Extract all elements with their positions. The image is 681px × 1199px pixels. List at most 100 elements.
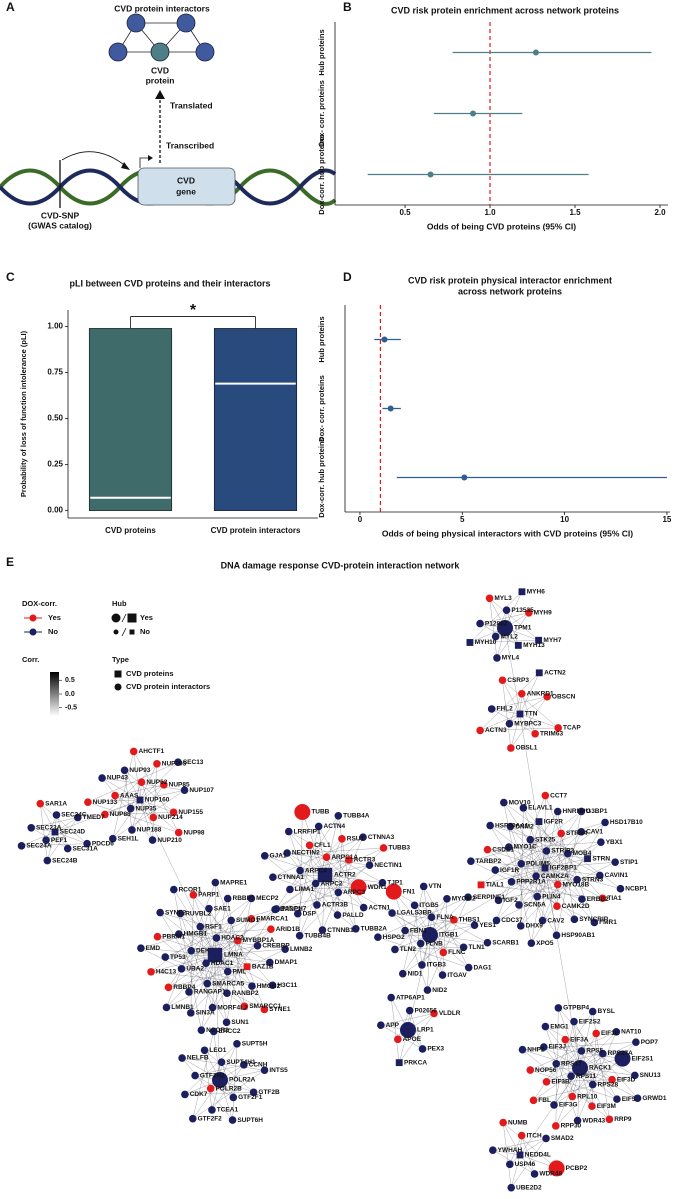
node-label: CTNNA3 bbox=[368, 834, 395, 841]
edge bbox=[184, 1092, 254, 1095]
node-label: PPP2R1A bbox=[516, 879, 546, 886]
chart-title: across network proteins bbox=[458, 286, 562, 296]
edge bbox=[544, 867, 578, 880]
node-label: YES1 bbox=[479, 922, 496, 929]
node-label: CDC37 bbox=[501, 917, 523, 924]
x-category-label: CVD protein interactors bbox=[211, 526, 301, 535]
node bbox=[506, 822, 515, 831]
colorbar-label: -0.5 bbox=[65, 705, 77, 712]
edge bbox=[479, 672, 540, 731]
node-label: USP46 bbox=[515, 1161, 536, 1168]
edge bbox=[522, 1049, 581, 1069]
node-label: PCBP2 bbox=[566, 1165, 588, 1172]
node bbox=[187, 946, 196, 955]
node bbox=[533, 892, 542, 901]
node bbox=[211, 878, 220, 887]
node bbox=[365, 861, 374, 870]
edge bbox=[180, 913, 270, 963]
node-label: MOB4 bbox=[573, 850, 592, 857]
significance-label: * bbox=[190, 302, 197, 319]
edge bbox=[47, 817, 78, 861]
node-label: EIF5 bbox=[622, 1096, 636, 1103]
node-label: MYBPC3 bbox=[514, 720, 541, 727]
node-label: WDR1 bbox=[368, 884, 388, 891]
edge bbox=[498, 811, 558, 901]
node-label: H4C13 bbox=[156, 969, 177, 976]
edge bbox=[544, 867, 603, 899]
node-label: CSDE1 bbox=[492, 846, 514, 853]
node bbox=[240, 1002, 249, 1011]
edge bbox=[324, 815, 339, 876]
node-label: ACTN2 bbox=[544, 670, 566, 677]
x-tick-label: 0 bbox=[358, 515, 363, 524]
node-label: ITGB1 bbox=[439, 932, 459, 939]
node-label: PEX3 bbox=[427, 1046, 444, 1053]
node-label: LIMA1 bbox=[295, 886, 315, 893]
y-tick-label: 0.25 bbox=[47, 460, 63, 469]
node-label: APP bbox=[386, 1022, 400, 1029]
node bbox=[391, 945, 399, 954]
node bbox=[387, 993, 395, 1002]
edge bbox=[131, 784, 165, 831]
node bbox=[596, 871, 604, 880]
node bbox=[395, 1059, 403, 1067]
edge bbox=[232, 1043, 238, 1121]
node bbox=[551, 1122, 560, 1130]
node-label: LRP1 bbox=[417, 1027, 434, 1034]
edge bbox=[214, 954, 265, 1010]
node-label: TCEA1 bbox=[217, 1107, 239, 1114]
node bbox=[598, 894, 607, 903]
edge bbox=[490, 825, 546, 869]
node-label: TUBB4A bbox=[343, 813, 370, 820]
edge bbox=[166, 882, 216, 1008]
edge bbox=[40, 803, 48, 861]
node-label: NUP107 bbox=[189, 787, 214, 794]
edge bbox=[165, 954, 216, 958]
node bbox=[613, 1095, 621, 1103]
node-label: GTF2H2 bbox=[200, 1072, 225, 1079]
node bbox=[36, 799, 45, 808]
node-label: WDR48 bbox=[539, 1171, 562, 1178]
node-label: LMNB1 bbox=[171, 1004, 194, 1011]
node-label: P12882 bbox=[485, 620, 508, 627]
node-label: CREBBP bbox=[262, 942, 290, 949]
node-label: TUBB2A bbox=[361, 925, 388, 932]
edge bbox=[168, 962, 270, 988]
node-label: RPL10 bbox=[577, 1093, 598, 1100]
node bbox=[317, 867, 333, 883]
edge bbox=[47, 831, 56, 861]
node-label: ANKRD1 bbox=[527, 690, 554, 697]
node bbox=[27, 823, 36, 832]
edge bbox=[141, 782, 154, 818]
node-label: MYH10 bbox=[475, 639, 497, 646]
node-label: STIP1 bbox=[620, 859, 638, 866]
node-label: TUBB4B bbox=[304, 932, 331, 939]
node-label: NECTIN2 bbox=[292, 850, 320, 857]
node bbox=[543, 692, 551, 701]
edge bbox=[297, 826, 319, 914]
node-label: RCOR1 bbox=[179, 886, 202, 893]
node-label: MYL4 bbox=[502, 655, 520, 662]
edge bbox=[427, 897, 469, 991]
edge bbox=[276, 815, 339, 910]
node bbox=[322, 853, 331, 861]
node bbox=[466, 639, 474, 646]
node bbox=[181, 1090, 189, 1099]
node bbox=[249, 1088, 258, 1097]
edge bbox=[496, 795, 546, 921]
node bbox=[439, 948, 448, 957]
network-title: DNA damage response CVD-protein interact… bbox=[221, 560, 461, 570]
node-label: ACTN3 bbox=[485, 727, 507, 734]
edge bbox=[492, 1149, 521, 1156]
edge bbox=[272, 874, 326, 878]
edge bbox=[188, 908, 210, 993]
edge bbox=[87, 799, 141, 803]
node-label: SYNCRIP bbox=[579, 916, 609, 923]
node bbox=[266, 958, 274, 967]
node-label: NOP56 bbox=[535, 1067, 557, 1074]
edge bbox=[558, 1007, 581, 1069]
node bbox=[333, 911, 342, 919]
edge bbox=[577, 1067, 581, 1121]
node-label: TTN bbox=[525, 711, 538, 718]
